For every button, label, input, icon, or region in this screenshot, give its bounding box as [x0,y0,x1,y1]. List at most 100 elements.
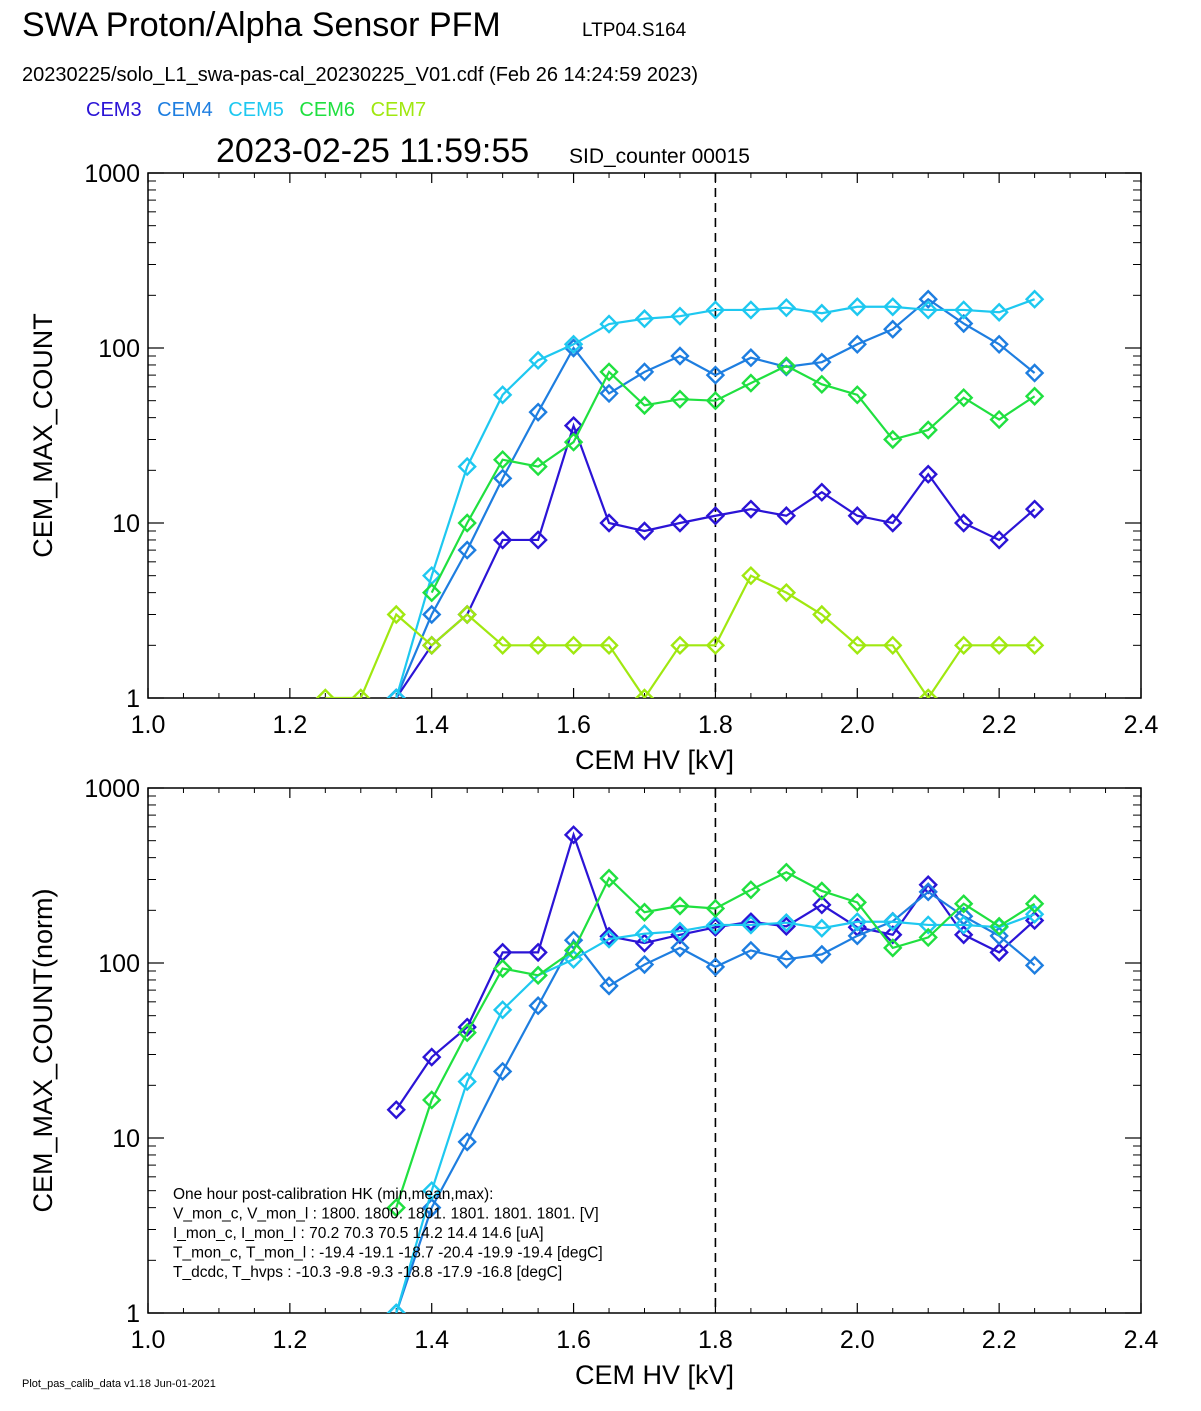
data-point-cem7 [776,582,797,603]
data-point-cem6 [492,958,513,979]
x-axis-label: CEM HV [kV] [575,745,734,775]
hk-line: T_mon_c, T_mon_l : -19.4 -19.1 -18.7 -20… [173,1245,603,1262]
data-point-cem6 [812,881,832,901]
y-tick-label: 100 [98,335,140,363]
data-point-cem5 [634,309,655,329]
data-point-cem6 [1024,894,1045,914]
y-tick-label: 100 [98,950,140,978]
data-point-cem6 [563,940,584,961]
legend-item-cem7: CEM7 [370,99,427,121]
data-point-cem3 [883,513,903,533]
data-point-cem6 [528,456,548,477]
data-point-cem3 [883,925,903,945]
data-point-cem7 [492,635,513,656]
data-point-cem4 [883,319,903,339]
data-point-cem5 [599,314,619,334]
file-info: 20230225/solo_L1_swa-pas-cal_20230225_V0… [22,64,699,86]
data-point-cem5 [386,1303,406,1313]
data-point-cem6 [989,916,1009,937]
hk-line: T_dcdc, T_hvps : -10.3 -9.8 -9.3 -18.8 -… [173,1264,562,1281]
legend-item-cem3: CEM3 [86,99,142,121]
data-point-cem7 [1024,635,1045,656]
legend-item-cem6: CEM6 [299,99,355,121]
data-point-cem5 [741,300,761,320]
series-group [315,289,1045,698]
y-tick-label: 10 [112,1125,140,1153]
x-tick-label: 2.2 [982,1326,1017,1354]
data-point-cem4 [989,334,1009,354]
data-point-cem5 [1024,904,1045,924]
legend-item-cem5: CEM5 [228,99,284,121]
footer-version: Plot_pas_calib_data v1.18 Jun-01-2021 [22,1378,216,1390]
data-point-cem7 [847,635,867,656]
data-point-cem4 [492,468,513,489]
data-point-cem3 [847,506,867,526]
series-line-cem4 [395,890,1036,1313]
data-point-cem6 [776,356,797,376]
data-point-cem6 [563,432,584,452]
data-point-cem3 [422,1047,442,1067]
data-point-cem3 [776,506,797,526]
data-point-cem4 [457,540,477,560]
data-point-cem6 [847,385,867,405]
data-point-cem5 [1024,289,1045,309]
data-point-cem5 [741,915,761,935]
data-point-cem5 [563,949,584,969]
data-point-cem6 [705,390,726,411]
data-point-cem4 [457,1132,477,1152]
data-point-cem4 [670,938,690,958]
data-point-cem7 [599,635,619,656]
data-point-cem7 [315,688,336,698]
x-tick-label: 1.0 [131,711,166,739]
data-point-cem7 [457,604,477,625]
data-point-cem6 [953,894,974,914]
data-point-cem5 [883,297,903,317]
data-point-cem6 [1024,386,1045,406]
x-tick-label: 1.2 [272,1326,307,1354]
data-point-cem4 [918,882,938,902]
data-point-cem7 [705,635,726,656]
data-point-cem6 [776,862,797,882]
data-point-cem6 [918,420,938,440]
series-line-cem3 [395,422,1036,698]
page-title: SWA Proton/Alpha Sensor PFM [22,6,501,44]
data-point-cem4 [422,604,442,625]
chart-panel-1: 1.0 1.2 1.4 1.6 1.8 2.0 2.2 2.4 1 10 100 1000 CEM HV… [28,160,1158,775]
data-point-cem6 [528,965,548,986]
legend: CEM3 CEM4 CEM5 CEM6 CEM7 [86,99,436,122]
data-point-cem5 [670,306,690,326]
chart-panel-2: 1.0 1.2 1.4 1.6 1.8 2.0 2.2 2.4 1 10 100 1000 CEM HV… [28,775,1158,1390]
data-point-cem5 [776,297,797,318]
data-point-cem6 [918,927,938,948]
data-point-cem6 [953,388,974,408]
series-line-cem5 [395,298,1035,698]
hk-line: One hour post-calibration HK (min,mean,m… [173,1186,493,1203]
x-tick-label: 2.2 [982,711,1017,739]
data-point-cem4 [812,944,832,965]
series-group [386,825,1045,1313]
data-point-cem5 [953,300,974,320]
data-point-cem6 [634,902,655,922]
data-point-cem7 [883,635,903,656]
data-point-cem7 [634,688,655,698]
data-point-cem5 [812,303,832,323]
data-point-cem4 [741,348,761,368]
data-point-cem3 [741,499,761,519]
data-point-cem6 [670,896,690,916]
data-point-cem6 [741,880,761,900]
data-point-cem7 [953,635,974,656]
data-point-cem4 [741,940,761,961]
data-point-cem6 [670,389,690,409]
x-tick-label: 2.0 [840,1326,875,1354]
data-point-cem3 [1024,499,1045,519]
x-tick-label: 1.2 [272,711,307,739]
data-point-cem7 [989,635,1009,656]
data-point-cem7 [812,604,832,625]
series-line-cem4 [395,297,1036,698]
data-point-cem3 [492,530,513,550]
x-tick-label: 1.4 [414,711,449,739]
data-point-cem6 [705,898,726,919]
data-point-cem4 [847,334,867,354]
data-point-cem7 [422,635,442,656]
data-point-cem7 [528,635,548,656]
